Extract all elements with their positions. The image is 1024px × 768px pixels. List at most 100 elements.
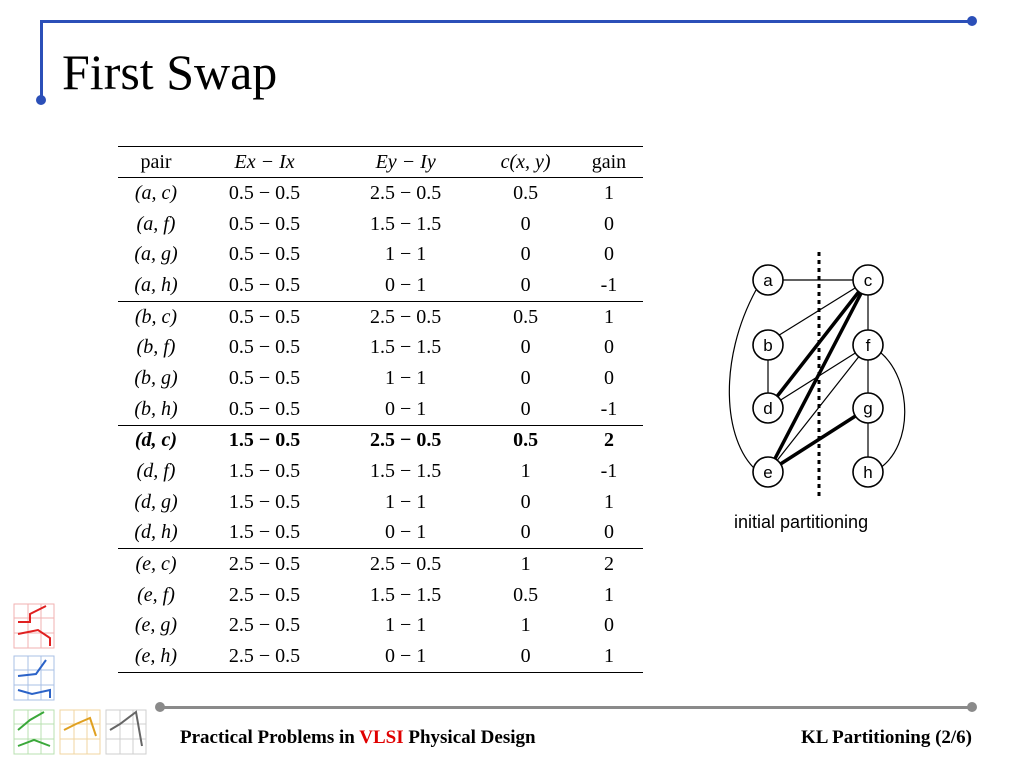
svg-text:a: a [763, 271, 773, 290]
node-g: g [852, 392, 884, 424]
table-row: (b, c) 0.5 − 0.5 2.5 − 0.5 0.5 1 [118, 301, 643, 332]
cell-ex-ix: 0.5 − 0.5 [228, 336, 301, 359]
table-group-d: (d, c) 1.5 − 0.5 2.5 − 0.5 0.5 2 (d, f) 1.5 − … [118, 425, 643, 550]
node-a: a [752, 264, 784, 296]
cell-gain: 1 [603, 181, 614, 204]
cell-pair: (a, c) [134, 181, 178, 204]
cell-ey-iy: 2.5 − 0.5 [370, 553, 442, 576]
cell-pair: (b, h) [118, 393, 194, 426]
cell-pair: (b, c) [134, 305, 178, 328]
table-row: (e, c) 2.5 − 0.5 2.5 − 0.5 1 2 [118, 549, 643, 580]
edge-e-c-bold [766, 279, 870, 473]
cell-gain: 2 [603, 429, 614, 452]
course-logo-icon [13, 603, 147, 755]
cell-ex-ix: 2.5 − 0.5 [228, 583, 301, 606]
node-f: f [852, 329, 884, 361]
table-row: (d, f) 1.5 − 0.5 1.5 − 1.5 1 -1 [118, 456, 643, 487]
table-row: (b, h) 0.5 − 0.5 0 − 1 0 -1 [118, 393, 643, 426]
svg-text:g: g [863, 399, 872, 418]
svg-text:b: b [763, 336, 772, 355]
footer-course-pre: Practical Problems in [180, 727, 360, 748]
cell-cost: 0 [520, 243, 531, 266]
cell-gain: -1 [574, 393, 643, 426]
cell-pair: (e, c) [135, 553, 177, 576]
edge-e-f [767, 344, 869, 473]
edge-a-e [728, 289, 757, 471]
cell-cost: 0 [476, 270, 575, 302]
cell-cost: 0.5 [513, 181, 539, 204]
cell-cost: 0.5 [513, 305, 539, 328]
svg-text:f: f [866, 336, 871, 355]
cell-ex-ix: 2.5 − 0.5 [194, 641, 336, 674]
table-row: (a, c) 0.5 − 0.5 2.5 − 0.5 0.5 1 [118, 178, 643, 209]
svg-text:d: d [763, 399, 772, 418]
footer-dot-right [967, 702, 977, 712]
header-pair: pair [118, 146, 194, 178]
cell-pair: (b, f) [136, 336, 176, 359]
table-group-b: (b, c) 0.5 − 0.5 2.5 − 0.5 0.5 1 (b, f) 0.5 − … [118, 301, 643, 426]
cell-ey-iy: 1 − 1 [385, 490, 427, 513]
edge-e-g-bold [767, 406, 869, 474]
table-row: (e, f) 2.5 − 0.5 1.5 − 1.5 0.5 1 [118, 580, 643, 611]
kl-gain-table: pair Ex − Ix Ey − Iy c(x, y) gain (a, c)… [118, 146, 643, 674]
cell-ex-ix: 1.5 − 0.5 [228, 429, 301, 452]
table-row: (e, g) 2.5 − 0.5 1 − 1 1 0 [118, 611, 643, 642]
cell-ey-iy: 1.5 − 1.5 [370, 583, 442, 606]
cell-pair: (a, g) [134, 243, 178, 266]
cell-ey-iy: 0 − 1 [335, 641, 477, 674]
svg-text:h: h [863, 463, 872, 482]
cell-cost: 0 [520, 336, 531, 359]
table-row: (a, f) 0.5 − 0.5 1.5 − 1.5 0 0 [118, 209, 643, 240]
cell-gain: -1 [574, 270, 643, 302]
node-d: d [752, 392, 784, 424]
cell-ex-ix: 0.5 − 0.5 [228, 212, 301, 235]
cell-gain: 0 [603, 212, 614, 235]
cell-ey-iy: 0 − 1 [335, 393, 477, 426]
partition-graph: a b c d e f g h [728, 252, 906, 498]
cell-ey-iy: 1 − 1 [385, 614, 427, 637]
footer-course-title: Practical Problems in VLSI Physical Desi… [180, 727, 536, 749]
cell-ex-ix: 0.5 − 0.5 [228, 366, 301, 389]
cell-ex-ix: 0.5 − 0.5 [228, 243, 301, 266]
node-b: b [752, 329, 784, 361]
footer-divider [160, 706, 972, 709]
cell-cost: 0 [476, 517, 575, 550]
cell-cost: 0 [476, 393, 575, 426]
node-c: c [852, 264, 884, 296]
cell-ey-iy: 1.5 − 1.5 [370, 336, 442, 359]
cell-ex-ix: 1.5 − 0.5 [228, 490, 301, 513]
cell-ey-iy: 2.5 − 0.5 [369, 429, 442, 452]
cell-pair: (e, h) [118, 641, 194, 674]
cell-gain: 1 [603, 583, 614, 606]
cell-gain: 0 [603, 243, 614, 266]
title-frame-dot-right [967, 16, 977, 26]
cell-ex-ix: 0.5 − 0.5 [228, 181, 301, 204]
cell-cost: 1 [520, 460, 531, 483]
cell-gain: 1 [574, 641, 643, 674]
header-gain: gain [574, 146, 643, 178]
table-group-e: (e, c) 2.5 − 0.5 2.5 − 0.5 1 2 (e, f) 2.5 − 0.… [118, 549, 643, 674]
table-row: (b, f) 0.5 − 0.5 1.5 − 1.5 0 0 [118, 332, 643, 363]
table-group-a: (a, c) 0.5 − 0.5 2.5 − 0.5 0.5 1 (a, f) 0.5 − … [118, 178, 643, 302]
cell-ey-iy: 2.5 − 0.5 [370, 181, 442, 204]
node-e: e [752, 456, 784, 488]
cell-cost: 0 [476, 641, 575, 674]
cell-gain: 1 [603, 490, 614, 513]
cell-pair: (d, f) [136, 460, 176, 483]
title-frame-left [40, 20, 43, 100]
table-row: (a, g) 0.5 − 0.5 1 − 1 0 0 [118, 239, 643, 270]
cell-pair: (e, g) [134, 614, 178, 637]
cell-ey-iy: 1.5 − 1.5 [370, 460, 442, 483]
cell-cost: 0.5 [513, 583, 539, 606]
table-header-row: pair Ex − Ix Ey − Iy c(x, y) gain [118, 146, 643, 178]
cell-cost: 0.5 [513, 429, 539, 452]
svg-text:e: e [763, 463, 772, 482]
cell-gain: 0 [603, 614, 614, 637]
cell-ex-ix: 2.5 − 0.5 [228, 553, 301, 576]
header-ex-ix: Ex − Ix [194, 146, 336, 178]
title-frame-top [42, 20, 972, 23]
footer-course-accent: VLSI [359, 727, 404, 748]
cell-gain: 2 [603, 553, 614, 576]
